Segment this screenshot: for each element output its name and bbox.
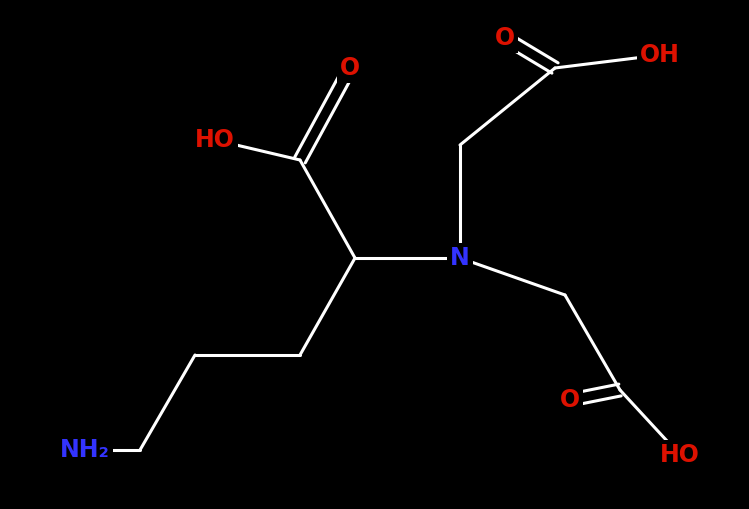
Text: HO: HO bbox=[660, 443, 700, 467]
Text: O: O bbox=[560, 388, 580, 412]
Text: O: O bbox=[340, 56, 360, 80]
Text: OH: OH bbox=[640, 43, 680, 67]
Text: HO: HO bbox=[195, 128, 235, 152]
Text: NH₂: NH₂ bbox=[60, 438, 110, 462]
Text: O: O bbox=[495, 26, 515, 50]
Text: N: N bbox=[450, 246, 470, 270]
